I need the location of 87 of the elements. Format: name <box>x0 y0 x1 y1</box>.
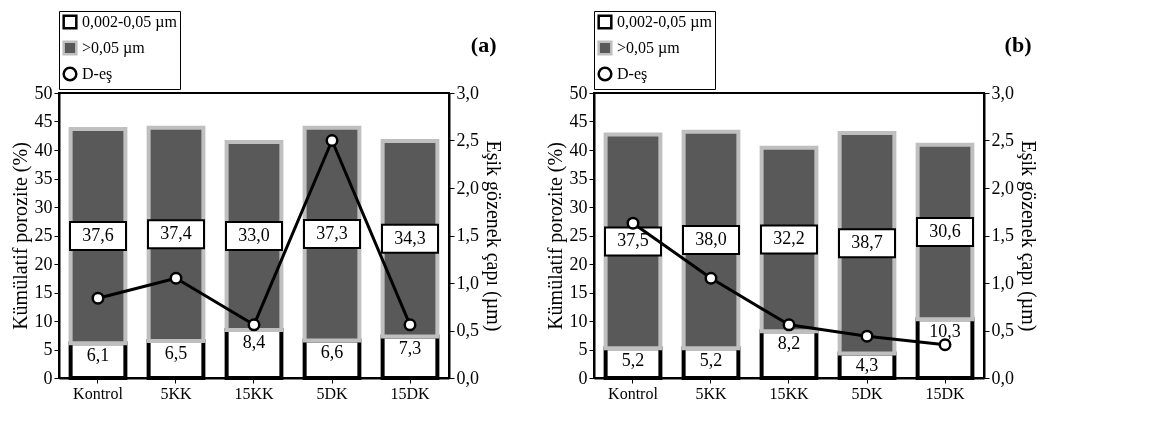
y-tick-label: 20 <box>569 253 588 274</box>
y-tick-label: 40 <box>34 139 53 160</box>
y-axis-title: Kümülatif porozite (%) <box>543 142 567 330</box>
y2-tick-label: 0,5 <box>991 320 1014 340</box>
y-tick-label: 20 <box>34 253 53 274</box>
point <box>403 318 417 332</box>
y2-tick-label: 1,0 <box>456 272 479 293</box>
y2-axis-title: Eşik gözenek çapı (µm) <box>1017 140 1040 332</box>
data-label: 30,6 <box>929 221 961 242</box>
y-tick-label: 10 <box>34 310 53 331</box>
y2-tick-label: 0,5 <box>456 320 479 340</box>
data-label: 33,0 <box>238 225 270 246</box>
y-tick-label: 35 <box>34 168 53 188</box>
data-label: 8,4 <box>242 332 266 353</box>
legend-label: D-eş <box>617 65 648 83</box>
point <box>704 271 718 285</box>
x-tick-label: 15DK <box>390 384 430 402</box>
data-label: 5,2 <box>621 350 645 371</box>
y2-tick-label: 2,5 <box>456 130 479 150</box>
data-label: 10,3 <box>929 321 961 342</box>
y2-tick-label: 1,0 <box>991 272 1014 293</box>
x-tick-label: 15DK <box>925 384 965 402</box>
y-tick-label: 15 <box>34 282 53 302</box>
legend-label: >0,05 µm <box>617 39 681 57</box>
y-tick-label: 35 <box>569 168 588 188</box>
x-tick-label: Kontrol <box>608 384 659 402</box>
data-label: 37,6 <box>82 225 114 246</box>
x-tick-label: 15KK <box>234 384 274 402</box>
y-axis-title: Kümülatif porozite (%) <box>8 142 32 330</box>
x-tick-label: 5KK <box>160 384 192 402</box>
y2-tick-label: 0,0 <box>991 367 1014 388</box>
y-tick-label: 45 <box>569 111 588 131</box>
point <box>782 318 796 332</box>
legend-label: D-eş <box>82 65 113 83</box>
y-tick-label: 50 <box>569 82 588 103</box>
y-tick-label: 0 <box>578 367 588 388</box>
y-tick-label: 40 <box>569 139 588 160</box>
y-tick-label: 0 <box>43 367 53 388</box>
y2-tick-label: 1,5 <box>991 225 1014 245</box>
text: (b) <box>1004 31 1032 57</box>
y2-tick-label: 2,0 <box>456 177 479 198</box>
point <box>91 291 105 305</box>
y-tick-label: 25 <box>34 225 53 245</box>
legend-label: 0,002-0,05 µm <box>82 13 178 31</box>
y-tick-label: 15 <box>569 282 588 302</box>
y-tick-label: 5 <box>43 339 53 359</box>
point <box>169 271 183 285</box>
x-tick-label: 5DK <box>851 384 883 402</box>
y2-axis-title: Eşik gözenek çapı (µm) <box>482 140 505 332</box>
x-tick-label: 5KK <box>695 384 727 402</box>
data-label: 34,3 <box>394 227 426 248</box>
data-label: 32,2 <box>773 228 805 249</box>
data-label: 5,2 <box>699 350 723 371</box>
data-label: 7,3 <box>398 338 422 359</box>
x-tick-label: 5DK <box>316 384 348 402</box>
legend-label: >0,05 µm <box>82 39 146 57</box>
y-tick-label: 25 <box>569 225 588 245</box>
data-label: 37,5 <box>617 230 649 251</box>
data-label: 8,2 <box>777 333 801 354</box>
data-label: 4,3 <box>855 355 879 376</box>
legend-label: 0,002-0,05 µm <box>617 13 713 31</box>
y2-tick-label: 1,5 <box>456 225 479 245</box>
y-tick-label: 45 <box>34 111 53 131</box>
y2-tick-label: 3,0 <box>456 82 479 103</box>
point <box>626 216 640 230</box>
y-tick-label: 30 <box>569 196 588 217</box>
x-tick-label: Kontrol <box>73 384 124 402</box>
y2-tick-label: 3,0 <box>991 82 1014 103</box>
y-tick-label: 30 <box>34 196 53 217</box>
data-label: 6,6 <box>320 342 344 363</box>
point <box>325 134 339 147</box>
data-label: 37,3 <box>316 223 348 244</box>
point <box>247 318 261 332</box>
y-tick-label: 50 <box>34 82 53 103</box>
y2-tick-label: 2,0 <box>991 177 1014 198</box>
data-label: 38,7 <box>851 232 883 253</box>
data-label: 6,1 <box>86 345 110 366</box>
y-tick-label: 5 <box>578 339 588 359</box>
y2-tick-label: 0,0 <box>456 367 479 388</box>
y2-tick-label: 2,5 <box>991 130 1014 150</box>
point <box>860 329 874 343</box>
text: (a) <box>470 31 497 57</box>
data-label: 6,5 <box>164 342 188 363</box>
data-label: 37,4 <box>160 223 192 244</box>
data-label: 38,0 <box>695 229 727 250</box>
y-tick-label: 10 <box>569 310 588 331</box>
x-tick-label: 15KK <box>769 384 809 402</box>
